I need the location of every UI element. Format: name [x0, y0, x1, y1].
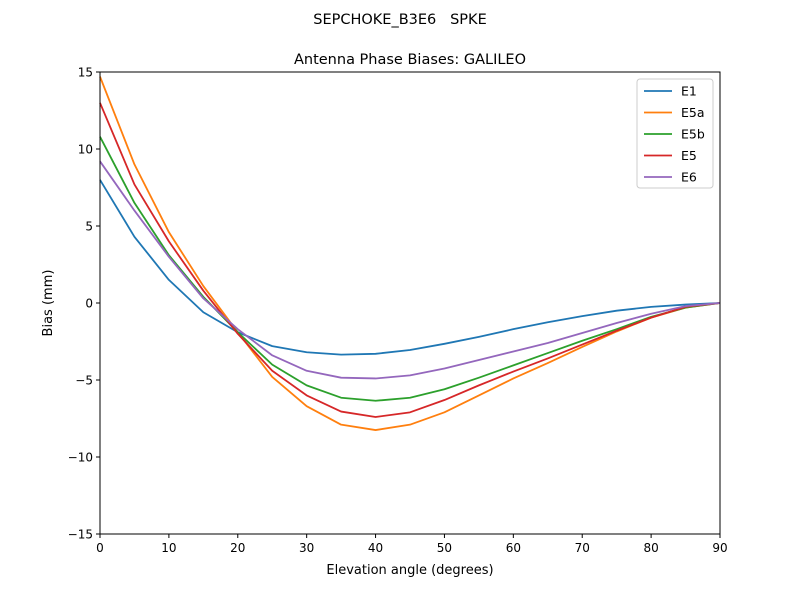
- y-tick-label: 15: [78, 66, 93, 80]
- x-tick-label: 90: [712, 541, 727, 555]
- y-tick-label: −5: [75, 374, 93, 388]
- series-line-e6: [99, 160, 721, 380]
- y-axis-label: Bias (mm): [41, 270, 56, 337]
- legend-box: [636, 78, 714, 189]
- y-tick-label: 10: [78, 143, 93, 157]
- y-tick-label: −10: [68, 451, 93, 465]
- y-axis: −15 −10 −5 0 5 10 15: [68, 66, 100, 542]
- x-axis: 0 10 20 30 40 50 60 70 80 90: [96, 534, 728, 555]
- series-line-e5b: [99, 136, 721, 402]
- x-tick-label: 80: [643, 541, 658, 555]
- y-tick-label: 5: [85, 220, 93, 234]
- x-tick-label: 40: [368, 541, 383, 555]
- x-tick-label: 50: [437, 541, 452, 555]
- series-line-e5: [99, 102, 721, 418]
- x-axis-label: Elevation angle (degrees): [326, 563, 493, 578]
- x-tick-label: 10: [161, 541, 176, 555]
- series-lines: [99, 76, 721, 431]
- figure-suptitle: SEPCHOKE_B3E6 SPKE: [313, 12, 486, 28]
- legend-label: E5b: [681, 127, 705, 142]
- legend-label: E5a: [681, 105, 705, 120]
- x-tick-label: 30: [299, 541, 314, 555]
- legend-label: E5: [681, 148, 697, 163]
- y-tick-label: 0: [85, 297, 93, 311]
- x-tick-label: 70: [575, 541, 590, 555]
- x-tick-label: 60: [506, 541, 521, 555]
- y-tick-label: −15: [68, 528, 93, 542]
- chart-title: Antenna Phase Biases: GALILEO: [294, 52, 526, 68]
- legend: E1 E5a E5b E5 E6: [636, 78, 714, 189]
- x-tick-label: 20: [230, 541, 245, 555]
- x-tick-label: 0: [96, 541, 104, 555]
- series-line-e1: [99, 179, 721, 356]
- legend-label: E6: [681, 170, 697, 185]
- legend-label: E1: [681, 84, 697, 99]
- series-line-e5a: [99, 76, 721, 431]
